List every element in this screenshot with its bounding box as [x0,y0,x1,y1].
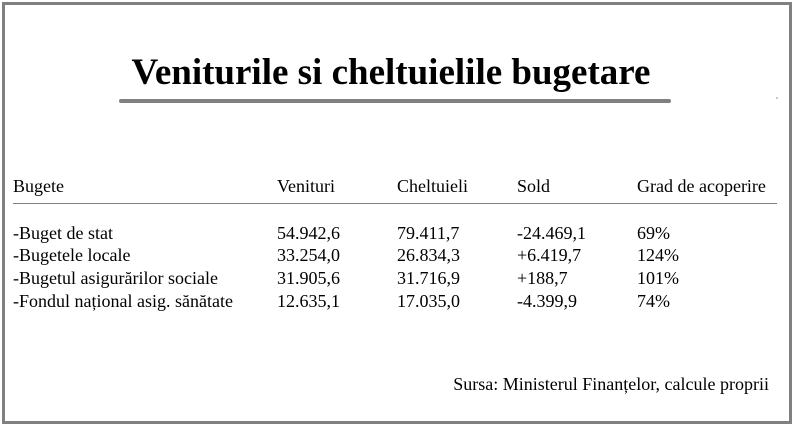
row-label: -Buget de stat [13,223,113,243]
row-label: -Fondul național asig. sănătate [13,291,233,311]
row-label: -Bugetele locale [13,245,131,265]
cell-venituri: 33.254,0 [277,245,340,265]
header-divider [13,203,777,204]
cell-grad-acoperire: 74% [637,291,670,311]
cell-sold: +188,7 [517,268,568,288]
cell-sold: -24.469,1 [517,223,586,243]
cell-venituri: 54.942,6 [277,223,340,243]
cell-cheltuieli: 31.716,9 [397,268,460,288]
column-header-venituri: Venituri [277,176,335,196]
cell-cheltuieli: 26.834,3 [397,245,460,265]
cell-grad-acoperire: 69% [637,223,670,243]
cell-venituri: 12.635,1 [277,291,340,311]
cell-sold: +6.419,7 [517,245,582,265]
cell-venituri: 31.905,6 [277,268,340,288]
column-header-cheltuieli: Cheltuieli [397,176,468,196]
source-note: Sursa: Ministerul Finanțelor, calcule pr… [453,374,769,394]
column-header-grad-acoperire: Grad de acoperire [637,176,766,196]
decorative-dot [776,97,778,99]
page-title: Veniturile si cheltuielile bugetare [131,52,651,93]
row-label: -Bugetul asigurărilor sociale [13,268,218,288]
column-header-sold: Sold [517,176,551,196]
cell-grad-acoperire: 124% [637,245,679,265]
cell-cheltuieli: 17.035,0 [397,291,460,311]
cell-grad-acoperire: 101% [637,268,679,288]
cell-sold: -4.399,9 [517,291,577,311]
cell-cheltuieli: 79.411,7 [397,223,460,243]
column-header-bugete: Bugete [13,176,64,196]
title-underline [119,99,671,103]
